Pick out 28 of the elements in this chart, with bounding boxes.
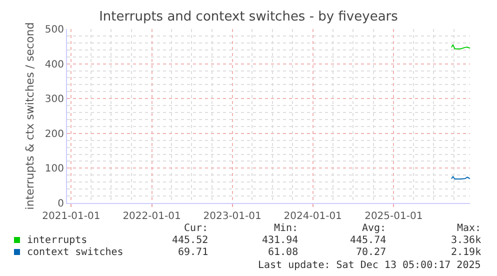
y-tick-label: 300 [44,94,64,106]
text: Avg: [362,223,386,234]
text: 2.19k [451,247,482,258]
x-tick-label: 2023-01-01 [203,211,262,222]
x-tick-label: 2024-01-01 [284,211,342,222]
text: Min: [274,223,298,234]
text: 431.94 [262,235,298,246]
y-tick-label: 400 [44,59,64,70]
text: Last update: Sat Dec 13 05:00:17 2025 [258,260,481,271]
y-tick-label: 0 [58,198,64,210]
text: 69.71 [178,247,208,258]
text: Cur: [184,223,208,234]
legend-label: context switches [27,247,124,258]
chart-title: Interrupts and context switches - by fiveyears [99,10,398,25]
text: 445.74 [350,235,386,246]
text: 445.52 [172,235,208,246]
text: Max: [457,223,482,234]
y-tick-label: 100 [44,164,64,175]
text: 70.27 [356,247,386,258]
text: 61.08 [268,247,298,258]
x-tick-label: 2022-01-01 [122,211,181,222]
y-axis-title: interrupts & ctx switches / second [24,22,37,210]
y-tick-label: 200 [44,128,64,140]
x-tick-label: 2021-01-01 [42,211,100,222]
legend-label: interrupts [27,235,88,246]
text: 3.36k [451,235,482,246]
x-tick-label: 2025-01-01 [364,211,423,222]
y-tick-label: 500 [44,24,64,36]
